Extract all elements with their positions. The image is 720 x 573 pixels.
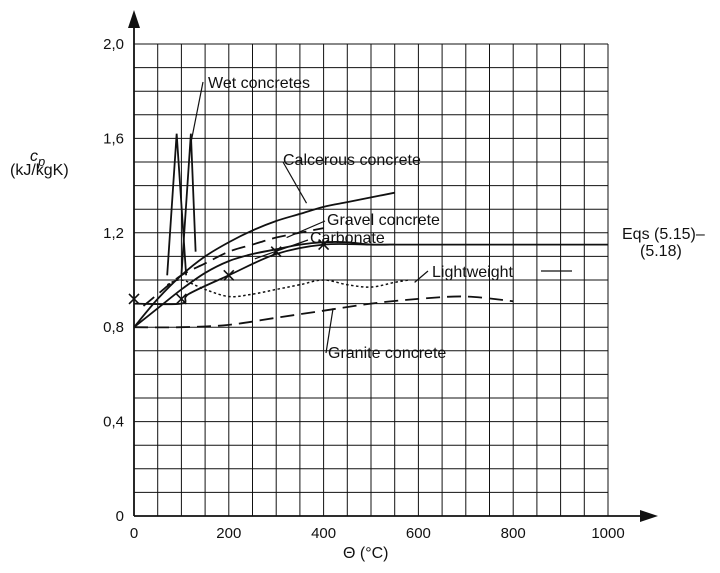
- y-tick-label: 1,6: [103, 130, 124, 147]
- series-carbonate-line: [133, 241, 395, 328]
- x-axis-label: Θ (°C): [343, 545, 389, 562]
- carbonate-leader: [254, 239, 309, 260]
- annotation-leaders: [188, 81, 572, 354]
- tick-labels: 0 200 400 600 800 1000 0 0,4 0,8 1,2 1,6 2,0: [103, 36, 625, 542]
- grid: [133, 43, 609, 517]
- series-eqs-5-15-5-18-marker: [223, 269, 235, 281]
- calcerous-concrete-leader: [282, 161, 308, 204]
- lightweight-label: Lightweight: [432, 264, 514, 281]
- series-wet-concretes-line-1: [166, 133, 188, 276]
- y-tick-label: 0,4: [103, 414, 124, 431]
- series-lightweight-line: [166, 279, 410, 298]
- wet-concretes-leader: [188, 81, 204, 151]
- x-tick-label: 800: [501, 525, 526, 542]
- granite-concrete-label: Granite concrete: [328, 345, 446, 362]
- y-axis-label-subscript: p: [37, 154, 45, 169]
- series-eqs-5-15-5-18-marker: [175, 293, 187, 305]
- eqs-label-line1: Eqs (5.15)–: [622, 226, 705, 243]
- eqs-label-line2: (5.18): [640, 243, 682, 260]
- wet-concretes-label: Wet concretes: [208, 75, 310, 92]
- gravel-concrete-leader: [286, 220, 326, 239]
- calcerous-concrete-label: Calcerous concrete: [283, 152, 421, 169]
- series-granite-concrete-line: [133, 295, 514, 329]
- carbonate-label: Carbonate: [310, 230, 385, 247]
- y-tick-label: 2,0: [103, 36, 124, 53]
- lightweight-leader-left: [414, 270, 429, 283]
- x-tick-label: 600: [406, 525, 431, 542]
- y-tick-label: 1,2: [103, 225, 124, 242]
- axes: [128, 10, 658, 522]
- series-eqs-5-15-5-18-marker: [318, 239, 330, 251]
- granite-concrete-leader: [325, 308, 334, 354]
- x-tick-label: 400: [311, 525, 336, 542]
- series-gravel-concrete-line: [142, 227, 324, 307]
- series-curves: [133, 133, 608, 329]
- y-axis-unit: (kJ/kgK): [10, 162, 69, 179]
- x-tick-label: 200: [216, 525, 241, 542]
- x-axis-arrow: [640, 510, 658, 522]
- y-tick-label: 0: [116, 508, 124, 525]
- y-tick-label: 0,8: [103, 319, 124, 336]
- gravel-concrete-label: Gravel concrete: [327, 212, 440, 229]
- x-tick-label: 1000: [591, 525, 624, 542]
- y-axis-arrow: [128, 10, 140, 28]
- y-axis-label: cp: [30, 148, 45, 169]
- series-eqs-5-15-5-18-marker: [128, 293, 140, 305]
- series-wet-concretes-line-2: [180, 133, 197, 276]
- x-tick-label: 0: [130, 525, 138, 542]
- series-eqs-5-15-5-18-line: [133, 243, 608, 306]
